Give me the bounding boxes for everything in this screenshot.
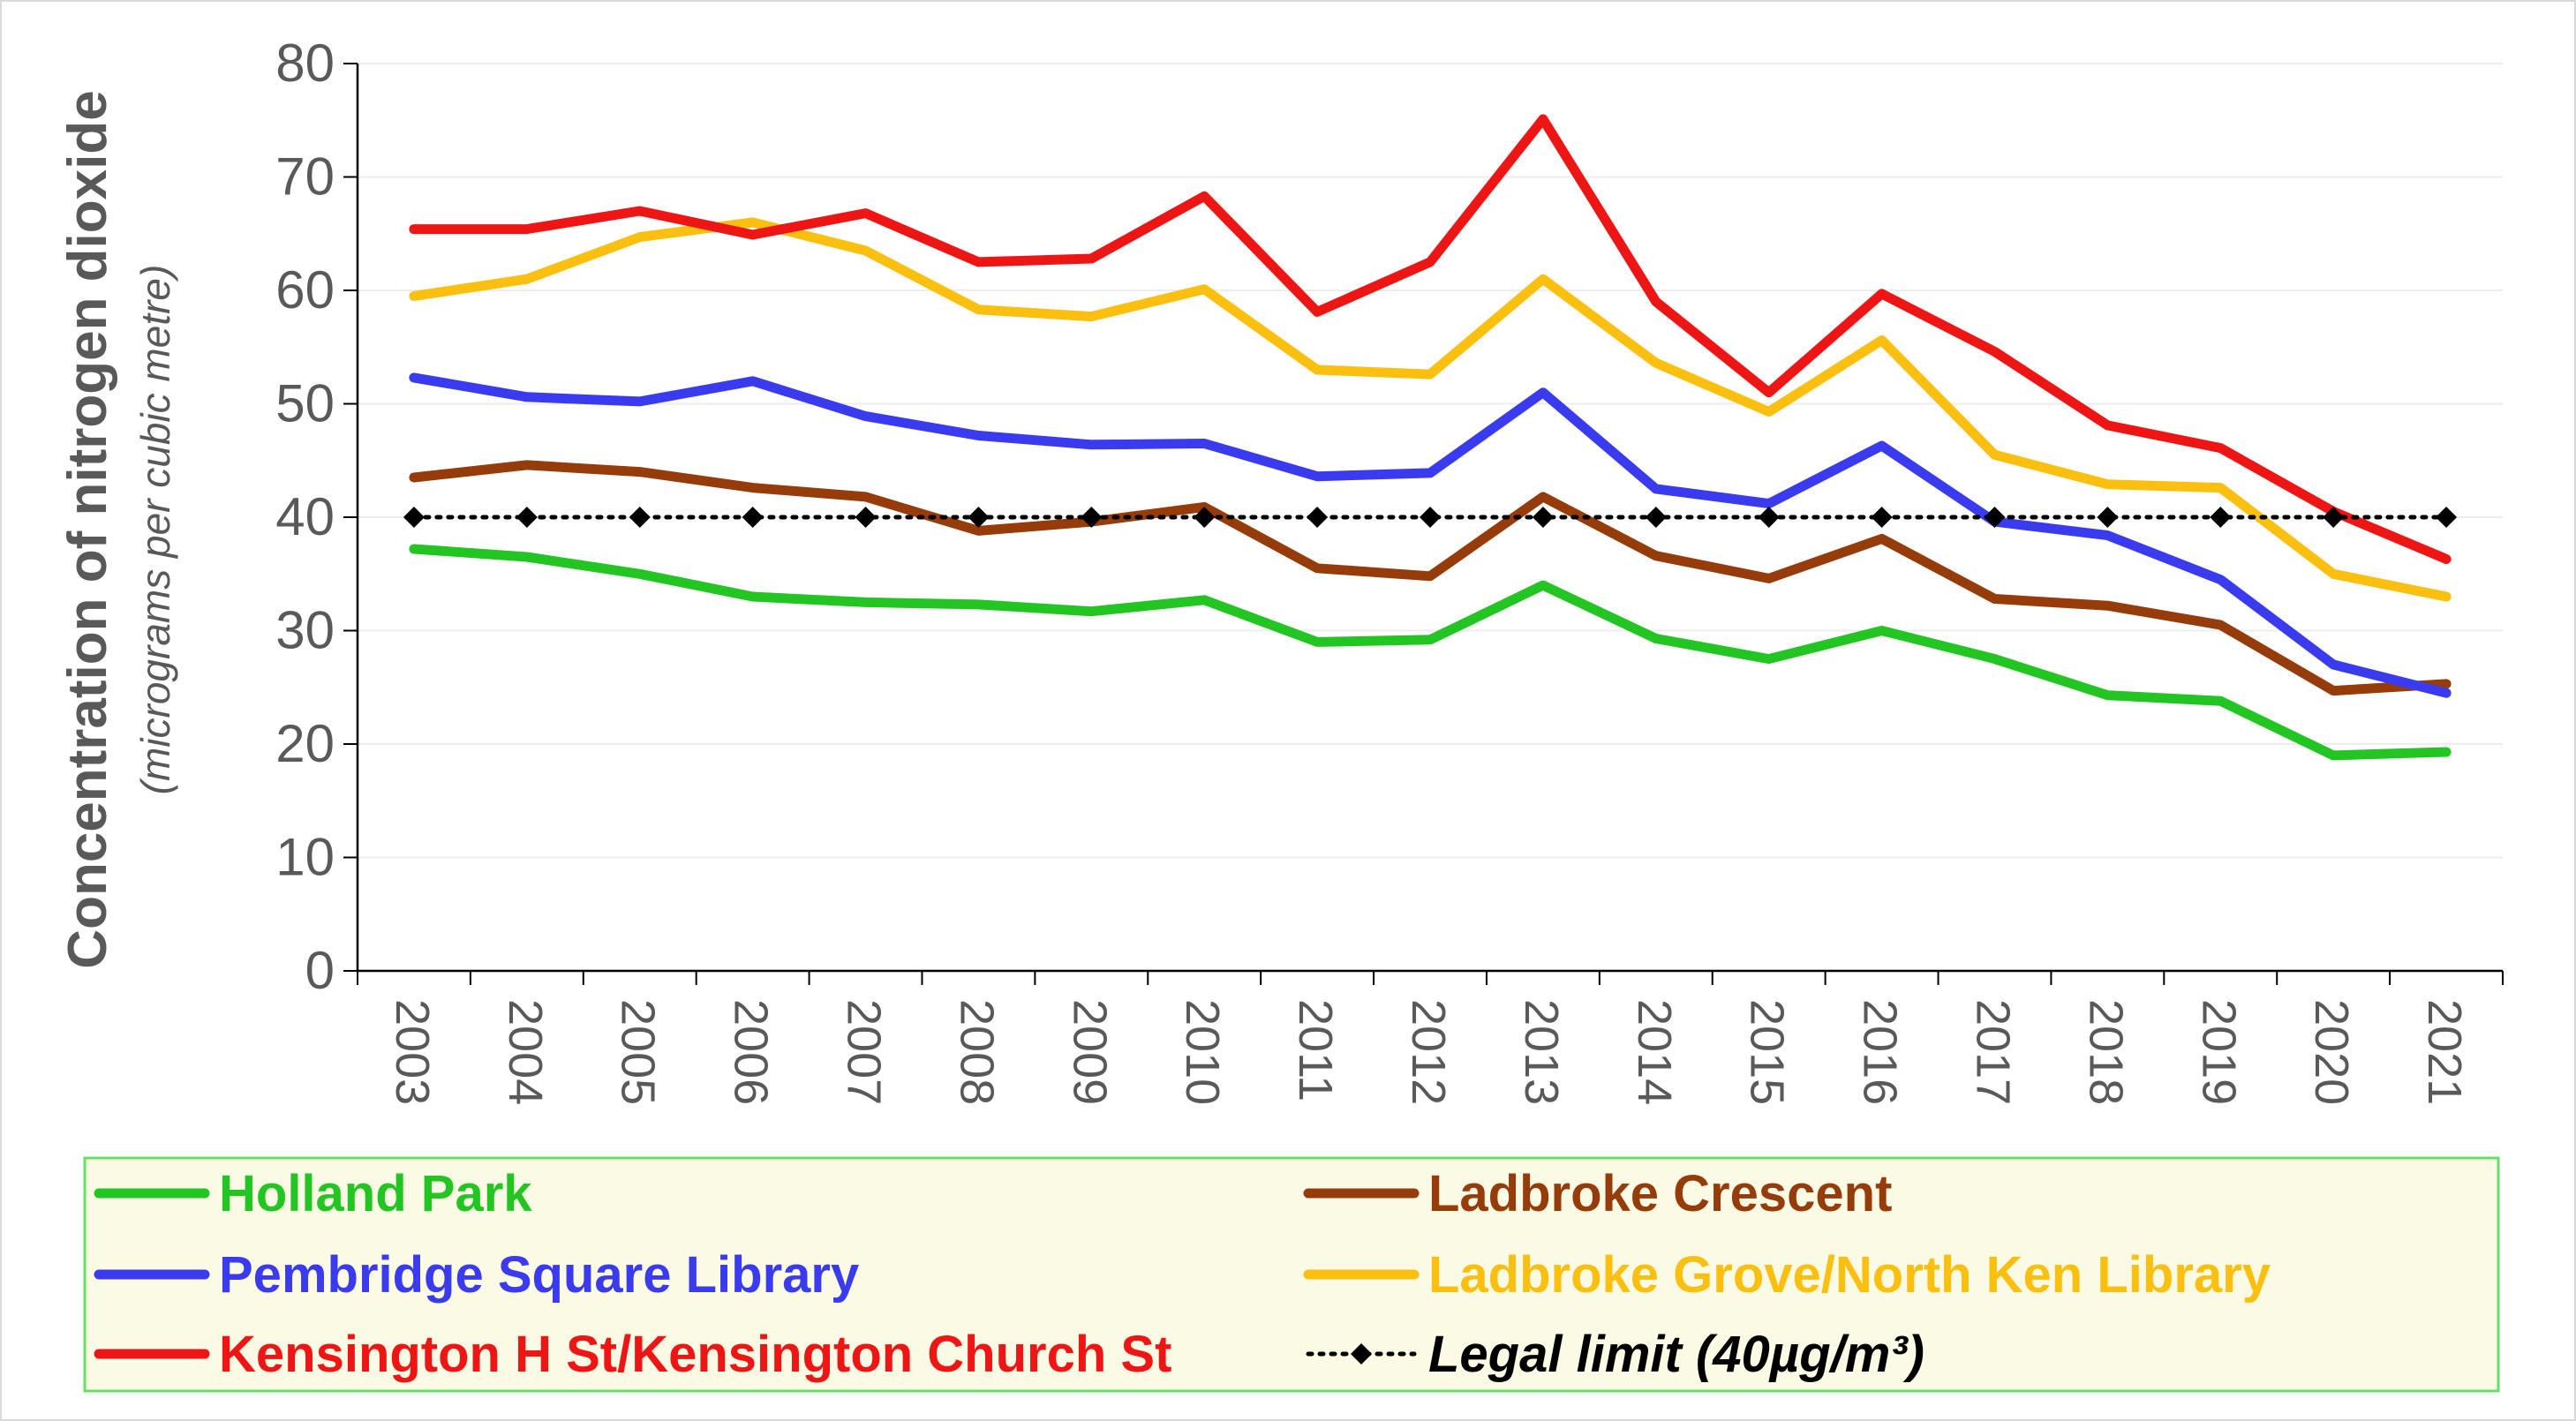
data-point <box>1871 507 1893 528</box>
data-point <box>1532 507 1554 528</box>
series-line-holland-park <box>409 544 2452 761</box>
y-tick-label: 0 <box>305 941 335 1000</box>
x-tick-label: 2004 <box>499 999 552 1105</box>
data-point <box>2436 507 2458 528</box>
data-point <box>1758 507 1780 528</box>
series-line-pembridge-square-library <box>409 372 2452 698</box>
series-lines <box>403 114 2458 761</box>
legend-label: Legal limit (40µg/m³) <box>1428 1326 1924 1383</box>
x-tick-label: 2005 <box>612 999 665 1105</box>
x-tick-label: 2019 <box>2192 999 2245 1105</box>
legend-entry: Pembridge Square Library <box>94 1246 859 1304</box>
y-tick-label: 10 <box>275 828 335 887</box>
y-axis-title: Concentration of nitrogen dioxide (micro… <box>57 90 178 968</box>
legend-entry: Legal limit (40µg/m³) <box>1306 1326 1924 1383</box>
y-tick-label: 70 <box>275 147 335 207</box>
y-tick-label: 60 <box>275 260 335 320</box>
x-tick-label: 2016 <box>1854 999 1907 1105</box>
x-tick-label: 2018 <box>2079 999 2132 1105</box>
legend-label: Ladbroke Crescent <box>1428 1165 1892 1222</box>
legend-box <box>83 1156 2500 1393</box>
data-point <box>516 507 538 528</box>
data-point <box>742 507 764 528</box>
y-tick-label: 80 <box>275 34 335 93</box>
x-tick-label: 2007 <box>838 999 891 1105</box>
y-tick-label: 40 <box>275 487 335 546</box>
x-tick-label: 2014 <box>1628 999 1681 1105</box>
axes: 0 10 20 30 40 50 60 70 80 2003 2004 2005 2006 2007 200… <box>275 34 2504 1105</box>
data-point <box>1307 507 1329 528</box>
x-tick-label: 2011 <box>1289 999 1342 1101</box>
x-tick-label: 2013 <box>1515 999 1568 1105</box>
data-point <box>629 507 651 528</box>
legend-label: Kensington H St/Kensington Church St <box>219 1326 1171 1383</box>
series-line-ladbroke-grove-north-ken-library <box>409 217 2452 602</box>
legend: Holland Park Ladbroke Crescent Pembridge S… <box>83 1156 2500 1393</box>
series-line-ladbroke-crescent <box>409 460 2452 696</box>
x-tick-label: 2008 <box>950 999 1003 1105</box>
x-tick-label: 2017 <box>1966 999 2019 1105</box>
gridlines <box>358 63 2503 859</box>
x-tick-label: 2006 <box>725 999 778 1105</box>
y-tick-label: 50 <box>275 374 335 433</box>
x-tick-label: 2003 <box>386 999 439 1105</box>
data-point <box>2097 507 2119 528</box>
data-point <box>1984 507 2006 528</box>
legend-label: Holland Park <box>219 1165 532 1222</box>
x-tick-label: 2010 <box>1176 999 1229 1105</box>
series-line-kensington-h-st-kensington-church-st <box>409 114 2452 564</box>
data-point <box>2323 507 2345 528</box>
y-axis-title-sub: (micrograms per cubic metre) <box>132 265 178 795</box>
data-point <box>1645 507 1667 528</box>
data-point <box>1081 507 1103 528</box>
data-point <box>968 507 990 528</box>
legend-label: Pembridge Square Library <box>219 1246 859 1304</box>
x-tick-label: 2015 <box>1741 999 1794 1105</box>
legend-entry: Kensington H St/Kensington Church St <box>94 1326 1171 1383</box>
data-point <box>855 507 877 528</box>
x-tick-label: 2021 <box>2418 999 2471 1105</box>
legend-entry: Ladbroke Crescent <box>1303 1165 1892 1222</box>
data-point <box>1194 507 1216 528</box>
x-tick-label: 2012 <box>1402 999 1455 1105</box>
y-tick-label: 20 <box>275 714 335 773</box>
legend-entry: Ladbroke Grove/North Ken Library <box>1303 1246 2271 1304</box>
data-point <box>403 507 425 528</box>
x-tick-label: 2009 <box>1063 999 1116 1105</box>
legend-entry: Holland Park <box>94 1165 532 1222</box>
x-tick-label: 2020 <box>2305 999 2358 1105</box>
data-point <box>2210 507 2232 528</box>
y-tick-label: 30 <box>275 601 335 660</box>
y-axis-title-main: Concentration of nitrogen dioxide <box>57 90 118 968</box>
data-point <box>1420 507 1441 528</box>
legend-label: Ladbroke Grove/North Ken Library <box>1428 1246 2271 1304</box>
legend-marker <box>1351 1343 1372 1365</box>
